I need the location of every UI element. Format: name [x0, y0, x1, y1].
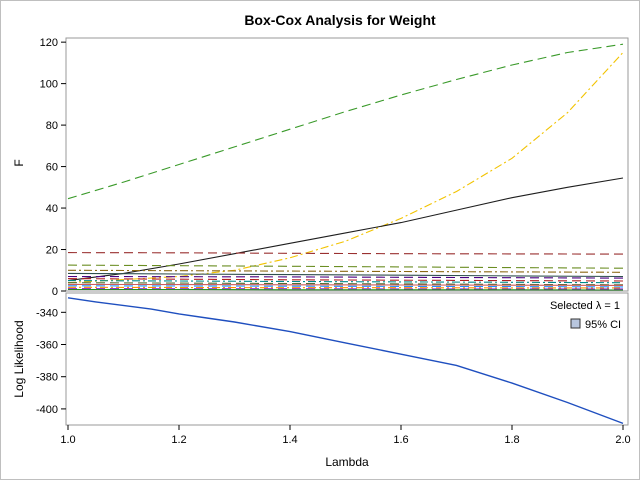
f-y-tick-label: 40 [46, 203, 58, 215]
f-series-line [68, 284, 623, 285]
loglik-y-tick-label: -380 [36, 372, 58, 384]
f-y-tick-label: 60 [46, 162, 58, 174]
f-series-line [68, 265, 623, 268]
f-series-line [68, 273, 623, 276]
f-series-group [68, 44, 623, 290]
f-series-line [68, 270, 623, 272]
x-tick-label: 2.0 [615, 434, 630, 446]
loglik-y-tick-label: -400 [36, 404, 58, 416]
ci-legend-swatch [571, 319, 580, 328]
x-tick-label: 1.8 [504, 434, 519, 446]
f-y-axis-ticks: 0 20 40 60 80 100 120 [40, 37, 66, 298]
loglik-y-tick-label: -360 [36, 340, 58, 352]
x-axis-label: Lambda [325, 455, 369, 469]
loglik-plot-area [66, 293, 628, 425]
f-series-line [68, 44, 623, 199]
f-y-tick-label: 100 [40, 79, 58, 91]
loglik-y-axis-ticks: -340 -360 -380 -400 [36, 307, 66, 416]
loglik-panel: -340 -360 -380 -400 Log Likelihood Selected… [12, 293, 628, 425]
loglik-axis-label: Log Likelihood [12, 320, 26, 397]
x-axis-ticks: 1.0 1.2 1.4 1.6 1.8 2.0 [60, 425, 630, 446]
f-series-line [68, 178, 623, 281]
f-series-line [68, 287, 623, 288]
chart-title: Box-Cox Analysis for Weight [244, 12, 436, 28]
selected-lambda-label: Selected λ = 1 [550, 300, 620, 312]
f-series-line [68, 290, 623, 291]
ci-legend-label: 95% CI [585, 319, 621, 331]
x-tick-label: 1.6 [393, 434, 408, 446]
f-y-tick-label: 20 [46, 245, 58, 257]
f-y-tick-label: 0 [52, 286, 58, 298]
x-tick-label: 1.4 [282, 434, 297, 446]
f-series-line [68, 253, 623, 255]
loglik-y-tick-label: -340 [36, 307, 58, 319]
loglik-series-group [68, 298, 623, 424]
f-series-line [68, 281, 623, 283]
f-y-tick-label: 80 [46, 120, 58, 132]
legend: Selected λ = 1 95% CI [550, 300, 621, 331]
f-plot-area [66, 38, 628, 291]
f-y-tick-label: 120 [40, 37, 58, 49]
f-series-line [68, 53, 623, 283]
f-axis-label: F [12, 159, 26, 166]
f-panel: 0 20 40 60 80 100 120 F [12, 37, 628, 298]
loglik-series-line [68, 298, 623, 424]
x-tick-label: 1.2 [171, 434, 186, 446]
x-tick-label: 1.0 [60, 434, 75, 446]
f-series-line [68, 286, 623, 287]
